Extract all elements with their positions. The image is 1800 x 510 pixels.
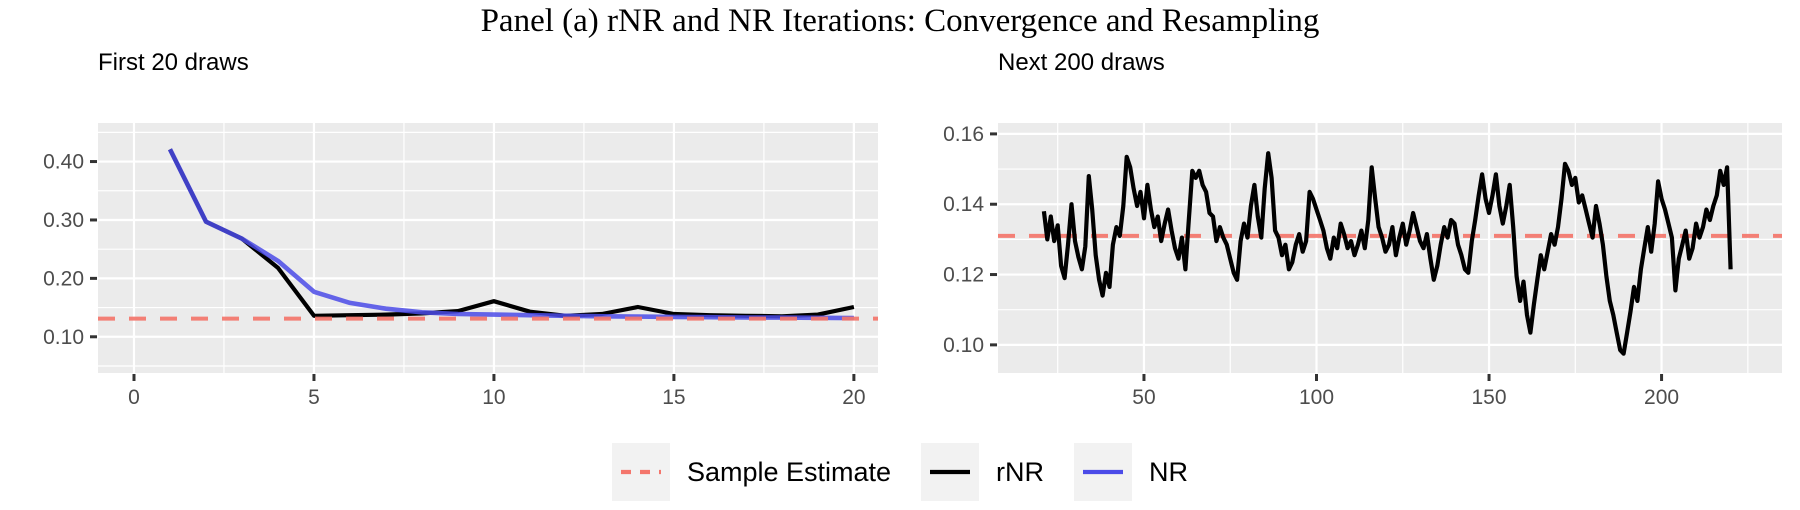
panel-0: 0 5 10 15 20 0.10 0.20 0.30 0.40 xyxy=(43,123,878,409)
x-tick-label: 0 xyxy=(128,386,140,409)
x-tick-label: 15 xyxy=(662,386,685,409)
y-tick-label: 0.20 xyxy=(43,267,84,290)
legend-item-nr: NR xyxy=(1074,443,1188,501)
legend-label-nr: NR xyxy=(1149,456,1189,487)
solid-line-icon xyxy=(1083,469,1124,475)
dashed-line-icon xyxy=(620,469,661,475)
right-panel-title: Next 200 draws xyxy=(998,49,1165,76)
y-tick-label: 0.10 xyxy=(943,334,984,357)
y-tick-label: 0.16 xyxy=(943,123,984,146)
legend-key-nr xyxy=(1074,443,1133,501)
series-rNR xyxy=(1041,151,1733,356)
x-tick-label: 10 xyxy=(482,386,505,409)
figure-title: Panel (a) rNR and NR Iterations: Converg… xyxy=(480,3,1320,39)
y-tick-label: 0.40 xyxy=(43,151,84,174)
x-tick-label: 5 xyxy=(308,386,320,409)
y-tick-label: 0.14 xyxy=(943,193,984,216)
x-tick-label: 150 xyxy=(1472,386,1507,409)
legend-label-sample-estimate: Sample Estimate xyxy=(686,456,892,487)
solid-line-icon xyxy=(930,469,971,475)
legend-item-sample-estimate: Sample Estimate xyxy=(611,443,892,501)
x-tick-label: 20 xyxy=(842,386,865,409)
legend-key-rnr xyxy=(921,443,980,501)
series-NR xyxy=(167,148,854,321)
legend-key-sample-estimate xyxy=(611,443,670,501)
x-tick-label: 50 xyxy=(1132,386,1155,409)
y-tick-label: 0.10 xyxy=(43,326,84,349)
legend-label-rnr: rNR xyxy=(996,456,1045,487)
x-tick-label: 200 xyxy=(1644,386,1679,409)
legend-item-rnr: rNR xyxy=(921,443,1044,501)
left-panel-title: First 20 draws xyxy=(98,49,249,76)
y-tick-label: 0.30 xyxy=(43,209,84,232)
y-tick-label: 0.12 xyxy=(943,264,984,287)
panel-1: 50 100 150 200 0.10 0.12 0.14 0.16 xyxy=(943,123,1782,409)
legend: Sample Estimate rNR NR xyxy=(0,438,1800,506)
x-tick-label: 100 xyxy=(1299,386,1334,409)
